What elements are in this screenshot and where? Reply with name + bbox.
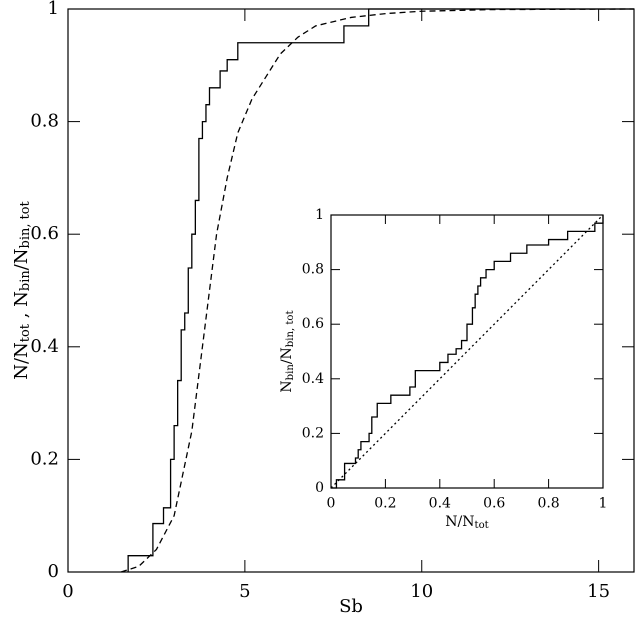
label-part: /N [279,347,295,364]
label-part: bin, tot [18,200,33,248]
y-tick-label: 0.4 [302,371,324,387]
x-tick-label: 0.2 [374,495,396,511]
label-part: N/N [445,514,474,530]
label-part: /N [11,248,32,270]
x-axis-label: N/Ntot [445,514,488,531]
label-part: bin [285,364,296,381]
label-part: N/N [11,342,32,380]
data-line [330,214,604,489]
y-tick-label: 0.2 [30,448,59,469]
y-tick-label: 1 [315,207,324,223]
x-tick-label: 1 [599,495,608,511]
x-tick-label: 15 [587,581,610,602]
x-tick-label: 10 [410,581,433,602]
label-part: , N [11,291,32,324]
data-line [331,215,604,489]
y-tick-label: 0.6 [302,316,324,332]
x-tick-label: 0 [62,581,73,602]
x-tick-label: 5 [239,581,250,602]
data-line [120,8,635,573]
y-axis-label: Nbin/Nbin, tot [279,310,296,392]
x-tick-label: 0.8 [537,495,559,511]
label-part: bin, tot [285,310,296,347]
label-part: N [279,380,295,392]
label-part: tot [18,323,33,342]
data-line [127,8,634,572]
y-axis-label: N/Ntot , Nbin/Nbin, tot [11,200,33,379]
y-tick-label: 0.8 [302,262,324,278]
y-tick-label: 0.4 [30,336,59,357]
y-tick-label: 0.6 [30,223,59,244]
x-tick-label: 0 [327,495,336,511]
y-tick-label: 0.2 [302,425,324,441]
label-part: bin [18,270,33,291]
x-tick-label: 0.4 [429,495,451,511]
y-tick-label: 0 [315,480,324,496]
y-tick-label: 0 [48,561,59,582]
plot-frame [330,214,604,489]
x-axis-label: Sb [339,596,363,617]
x-tick-label: 0.6 [483,495,505,511]
y-tick-label: 1 [48,0,59,19]
label-part: tot [475,520,489,531]
y-tick-label: 0.8 [30,111,59,132]
